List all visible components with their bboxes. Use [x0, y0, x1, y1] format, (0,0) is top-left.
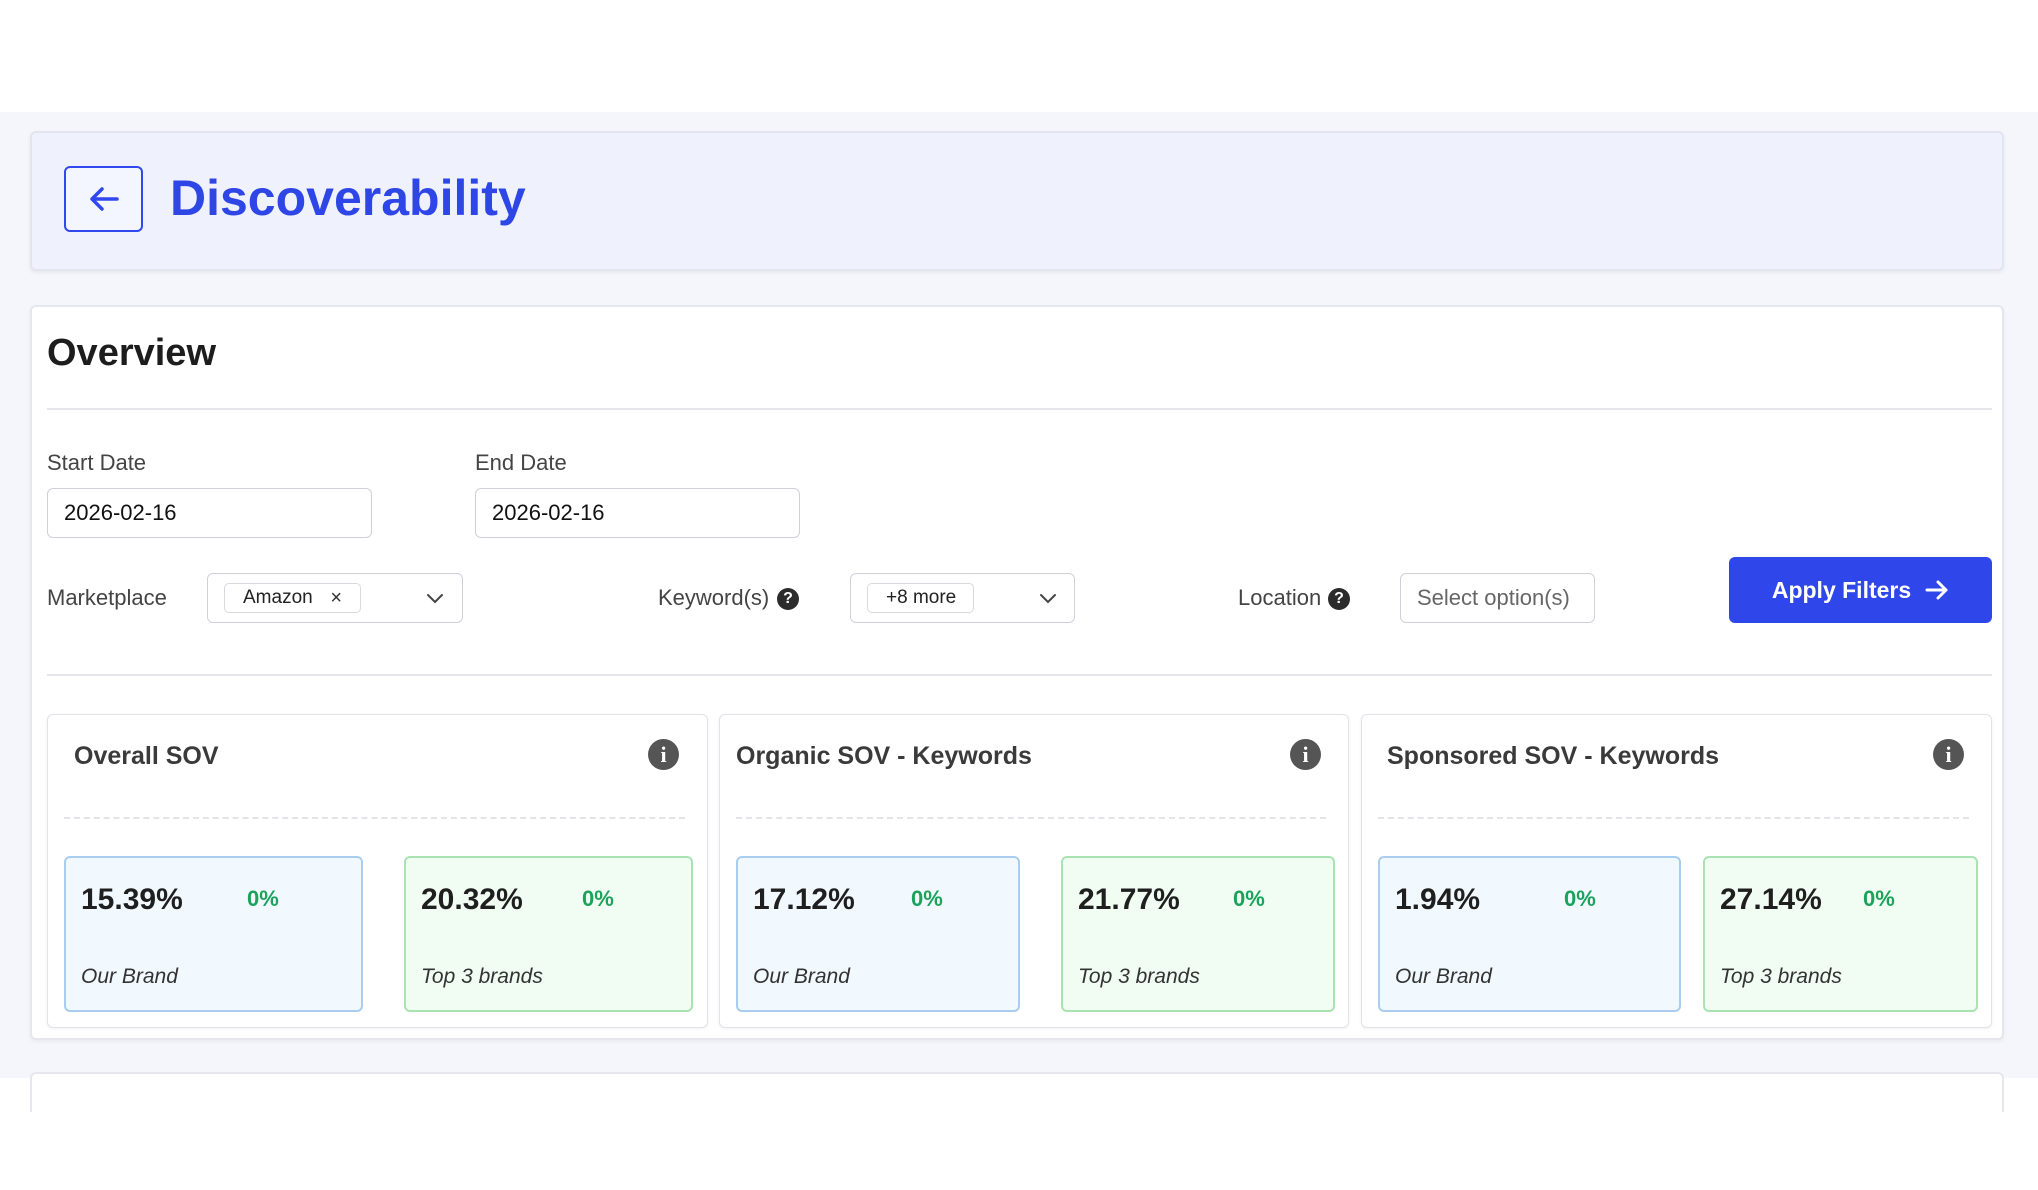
metric-change: 0%	[247, 886, 279, 911]
info-icon[interactable]: i	[1933, 739, 1964, 770]
divider	[47, 674, 1992, 676]
our-brand-metric: 17.12% 0% Our Brand	[736, 856, 1020, 1012]
back-button[interactable]	[64, 166, 143, 232]
metric-label: Our Brand	[81, 965, 178, 988]
apply-filters-button[interactable]: Apply Filters	[1729, 557, 1992, 623]
apply-filters-label: Apply Filters	[1771, 576, 1912, 603]
start-date-label: Start Date	[47, 450, 147, 475]
arrow-left-icon	[89, 187, 119, 211]
metric-label: Top 3 brands	[1720, 965, 1842, 988]
divider	[64, 817, 685, 819]
metric-change: 0%	[911, 886, 943, 911]
metric-change: 0%	[582, 886, 614, 911]
overview-panel: Overview Start Date End Date Marketplace…	[30, 305, 2004, 1040]
question-circle-icon[interactable]: ?	[777, 588, 799, 610]
next-section-card	[30, 1072, 2004, 1112]
metric-value: 21.77%	[1078, 883, 1180, 916]
top-brands-metric: 20.32% 0% Top 3 brands	[404, 856, 693, 1012]
metric-change: 0%	[1233, 886, 1265, 911]
keywords-select[interactable]: +8 more	[850, 573, 1075, 623]
location-placeholder: Select option(s)	[1417, 585, 1570, 610]
question-circle-icon[interactable]: ?	[1328, 588, 1350, 610]
metric-value: 20.32%	[421, 883, 523, 916]
keywords-chip: +8 more	[867, 583, 974, 613]
divider	[736, 817, 1326, 819]
end-date-label: End Date	[475, 450, 567, 475]
divider	[1378, 817, 1969, 819]
metric-label: Top 3 brands	[421, 965, 543, 988]
arrow-right-icon	[1925, 580, 1948, 600]
metric-change: 0%	[1863, 886, 1895, 911]
chevron-down-icon[interactable]	[425, 588, 445, 608]
top-brands-metric: 21.77% 0% Top 3 brands	[1061, 856, 1335, 1012]
overall-sov-card: Overall SOV i 15.39% 0% Our Brand 20.32%…	[47, 714, 708, 1028]
remove-chip-button[interactable]: ×	[330, 587, 342, 609]
page-header: Discoverability	[30, 131, 2004, 271]
overview-title: Overview	[47, 332, 216, 374]
end-date-input[interactable]	[475, 488, 800, 538]
card-title: Sponsored SOV - Keywords	[1387, 742, 1720, 770]
top-brands-metric: 27.14% 0% Top 3 brands	[1703, 856, 1978, 1012]
sponsored-sov-card: Sponsored SOV - Keywords i 1.94% 0% Our …	[1361, 714, 1992, 1028]
metric-change: 0%	[1564, 886, 1596, 911]
marketplace-chip: Amazon ×	[224, 583, 361, 613]
organic-sov-card: Organic SOV - Keywords i 17.12% 0% Our B…	[719, 714, 1349, 1028]
metric-label: Top 3 brands	[1078, 965, 1200, 988]
keywords-label: Keyword(s)	[658, 585, 770, 610]
metric-value: 27.14%	[1720, 883, 1822, 916]
metric-label: Our Brand	[753, 965, 850, 988]
metric-label: Our Brand	[1395, 965, 1492, 988]
card-title: Overall SOV	[74, 742, 219, 770]
our-brand-metric: 1.94% 0% Our Brand	[1378, 856, 1681, 1012]
marketplace-chip-label: Amazon	[243, 587, 313, 608]
metric-value: 15.39%	[81, 883, 183, 916]
our-brand-metric: 15.39% 0% Our Brand	[64, 856, 363, 1012]
marketplace-label: Marketplace	[47, 585, 167, 610]
metric-value: 17.12%	[753, 883, 855, 916]
location-select[interactable]: Select option(s)	[1400, 573, 1595, 623]
page-title: Discoverability	[170, 170, 526, 226]
info-icon[interactable]: i	[1290, 739, 1321, 770]
start-date-input[interactable]	[47, 488, 372, 538]
chevron-down-icon[interactable]	[1038, 588, 1058, 608]
location-label: Location	[1238, 585, 1322, 610]
metric-value: 1.94%	[1395, 883, 1481, 916]
marketplace-select[interactable]: Amazon ×	[207, 573, 463, 623]
card-title: Organic SOV - Keywords	[736, 742, 1032, 770]
info-icon[interactable]: i	[648, 739, 679, 770]
divider	[47, 408, 1992, 410]
